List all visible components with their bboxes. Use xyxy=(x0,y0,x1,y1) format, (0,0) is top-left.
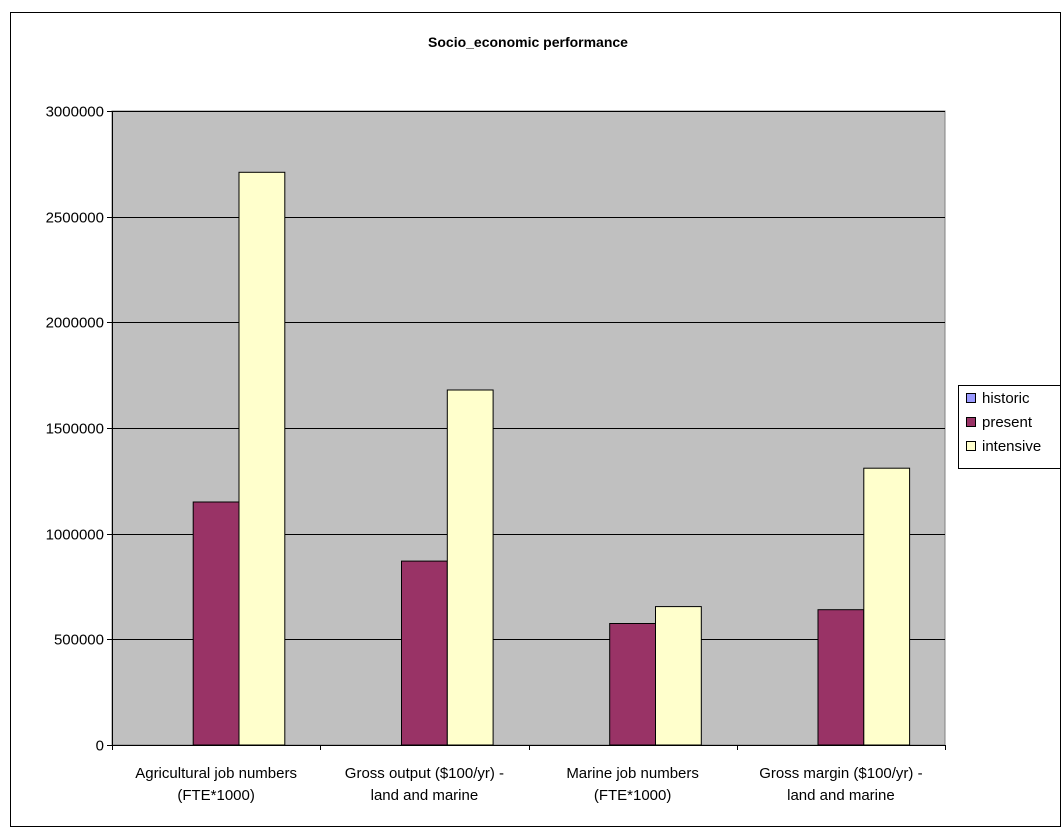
bar-present-2 xyxy=(609,623,657,746)
bars xyxy=(192,171,911,746)
bar-present-1 xyxy=(401,560,448,746)
legend-label-present: present xyxy=(982,414,1033,431)
axes xyxy=(107,111,946,750)
x-category-label: land and marine xyxy=(787,787,895,804)
x-category-label: Agricultural job numbers xyxy=(135,765,297,782)
legend: historic present intensive xyxy=(958,385,1061,469)
x-category-label: land and marine xyxy=(371,787,479,804)
bar-intensive-2 xyxy=(655,606,702,746)
y-tick-label: 2500000 xyxy=(46,210,104,227)
bar-intensive-3 xyxy=(863,467,911,746)
legend-label-historic: historic xyxy=(982,390,1030,407)
legend-swatch-intensive xyxy=(966,441,976,451)
x-category-labels: Agricultural job numbers (FTE*1000) Gross … xyxy=(135,765,922,804)
y-tick-labels: 0 500000 1000000 1500000 2000000 2500000 30000… xyxy=(46,104,104,755)
y-tick-label: 0 xyxy=(96,738,104,755)
x-category-label: Gross output ($100/yr) - xyxy=(345,765,504,782)
y-tick-label: 1500000 xyxy=(46,421,104,438)
bar-intensive-1 xyxy=(446,389,494,746)
chart-title: Socio_economic performance xyxy=(428,34,628,50)
x-category-label: (FTE*1000) xyxy=(177,787,255,804)
bar-intensive-0 xyxy=(238,171,286,746)
x-category-label: Marine job numbers xyxy=(566,765,699,782)
y-tick-label: 1000000 xyxy=(46,527,104,544)
y-tick-label: 3000000 xyxy=(46,104,104,121)
bar-present-3 xyxy=(817,609,865,746)
x-category-label: (FTE*1000) xyxy=(594,787,672,804)
y-tick-label: 500000 xyxy=(54,632,104,649)
legend-label-intensive: intensive xyxy=(982,438,1041,455)
bar-present-0 xyxy=(192,501,240,746)
y-tick-label: 2000000 xyxy=(46,315,104,332)
legend-swatch-historic xyxy=(966,393,976,403)
legend-swatch-present xyxy=(966,417,976,427)
x-category-label: Gross margin ($100/yr) - xyxy=(759,765,922,782)
